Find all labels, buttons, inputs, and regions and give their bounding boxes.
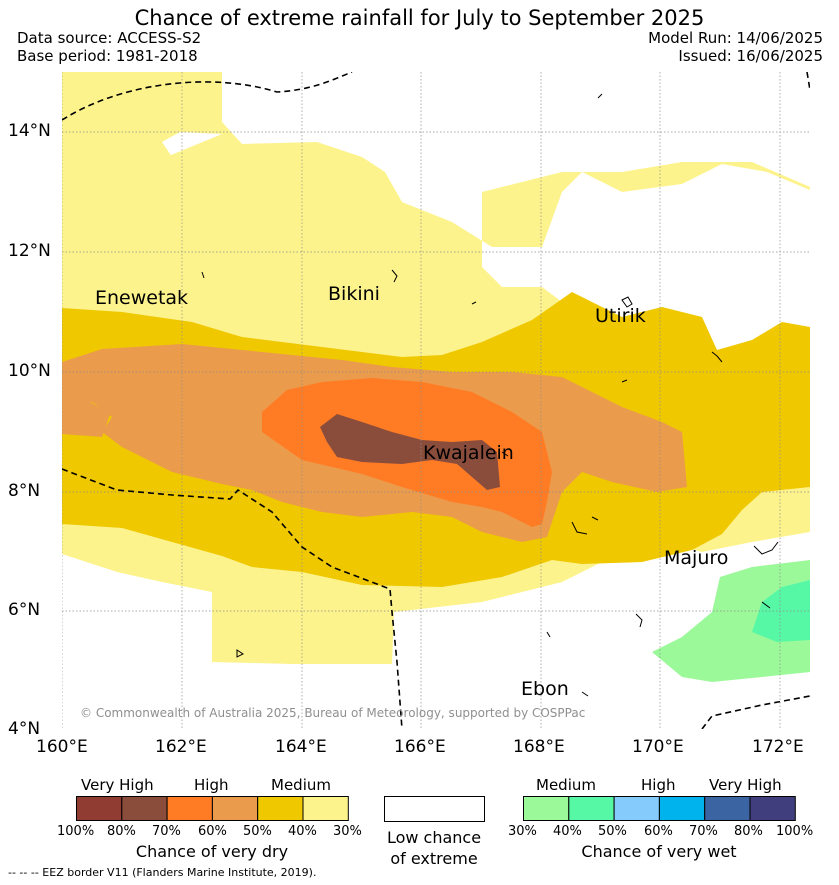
lon-label-164e: 164°E [275, 737, 327, 757]
low-chance-swatch [384, 796, 485, 822]
island-outlines [201, 93, 779, 697]
dry-legend-heading-very-high: Very High [81, 776, 154, 794]
wet-swatch-5 [749, 796, 796, 821]
lat-label-10n: 10°N [8, 361, 51, 381]
wet-legend-heading-medium: Medium [536, 776, 596, 794]
place-label-utirik: Utirik [595, 305, 646, 327]
lon-label-160e: 160°E [36, 737, 88, 757]
lon-label-166e: 166°E [394, 737, 446, 757]
dry-swatch-4 [257, 796, 304, 821]
place-label-bikini: Bikini [328, 283, 380, 305]
dry-swatch-1 [121, 796, 168, 821]
dry-tick-3: 60% [198, 824, 227, 839]
issued-date: Issued: 16/06/2025 [678, 47, 823, 65]
copyright-notice: © Commonwealth of Australia 2025, Bureau… [80, 706, 585, 720]
wet-tick-2: 50% [598, 824, 627, 839]
dry-swatch-0 [76, 796, 123, 821]
low-chance-caption-line2: of extreme [390, 849, 478, 868]
dry-legend-heading-medium: Medium [271, 776, 331, 794]
dry-tick-5: 40% [288, 824, 317, 839]
lon-label-162e: 162°E [155, 737, 207, 757]
base-period: Base period: 1981-2018 [17, 47, 198, 65]
dry-swatch-5 [302, 796, 349, 821]
wet-legend-heading-very-high: Very High [709, 776, 782, 794]
lat-label-14n: 14°N [8, 121, 51, 141]
lon-label-172e: 172°E [752, 737, 804, 757]
wet-tick-5: 80% [734, 824, 763, 839]
dry-tick-4: 50% [243, 824, 272, 839]
dry-tick-1: 80% [107, 824, 136, 839]
lon-label-170e: 170°E [632, 737, 684, 757]
wet-tick-1: 40% [553, 824, 582, 839]
dry-tick-6: 30% [333, 824, 362, 839]
lat-label-6n: 6°N [8, 600, 41, 620]
place-label-majuro: Majuro [664, 547, 728, 569]
eez-border-lines [62, 72, 810, 729]
gridlines [62, 72, 810, 729]
wet-swatch-3 [658, 796, 706, 821]
wet-tick-3: 60% [644, 824, 673, 839]
lon-label-168e: 168°E [513, 737, 565, 757]
dry-tick-2: 70% [152, 824, 181, 839]
map-title: Chance of extreme rainfall for July to S… [134, 6, 705, 30]
wet-medium-region [652, 560, 810, 682]
dry-swatch-2 [166, 796, 213, 821]
rainfall-map: Enewetak Bikini Utirik Kwajalein Majuro … [62, 72, 810, 729]
dry-swatch-3 [211, 796, 259, 821]
dry-legend-heading-high: High [194, 776, 229, 794]
place-label-kwajalein: Kwajalein [423, 442, 514, 464]
wet-swatch-2 [613, 796, 660, 821]
wet-legend-caption: Chance of very wet [581, 842, 737, 861]
wet-legend-heading-high: High [641, 776, 676, 794]
dry-very-high-region [320, 414, 500, 490]
eez-border-note: -- -- -- EEZ border V11 (Flanders Marine… [8, 866, 317, 879]
place-label-enewetak: Enewetak [95, 287, 188, 309]
lat-label-8n: 8°N [8, 481, 41, 501]
dry-tick-0: 100% [57, 824, 95, 839]
data-source: Data source: ACCESS-S2 [17, 29, 202, 47]
wet-tick-6: 100% [776, 824, 814, 839]
lat-label-12n: 12°N [8, 241, 51, 261]
dry-legend-caption: Chance of very dry [135, 842, 289, 861]
lat-label-4n: 4°N [8, 719, 41, 739]
wet-colorbar [523, 796, 796, 821]
wet-swatch-0 [523, 796, 570, 821]
model-run: Model Run: 14/06/2025 [648, 29, 823, 47]
wet-swatch-4 [704, 796, 751, 821]
dry-colorbar [76, 796, 349, 821]
wet-tick-4: 70% [689, 824, 718, 839]
wet-swatch-1 [568, 796, 615, 821]
place-label-ebon: Ebon [521, 678, 569, 700]
wet-tick-0: 30% [508, 824, 537, 839]
low-chance-caption-line1: Low chance [386, 828, 482, 847]
